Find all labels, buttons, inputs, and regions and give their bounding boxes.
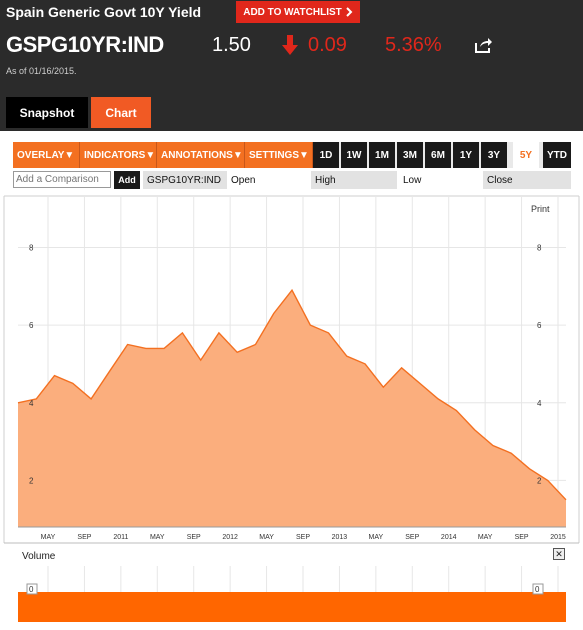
as-of-date: As of 01/16/2015. [6, 66, 77, 76]
x-tick-label: SEP [296, 534, 310, 541]
range-1m[interactable]: 1M [369, 142, 395, 168]
overlay-menu[interactable]: OVERLAY ▼ [13, 142, 80, 168]
range-1d[interactable]: 1D [313, 142, 339, 168]
close-cell: Close [483, 171, 571, 189]
price-change-pct: 5.36% [385, 34, 442, 56]
annotations-menu[interactable]: ANNOTATIONS ▼ [157, 142, 245, 168]
x-tick-label: 2015 [550, 534, 566, 541]
price-value: 1.50 [212, 34, 251, 56]
y-tick-label: 6 [29, 321, 34, 330]
overlay-label: OVERLAY [17, 149, 65, 161]
x-tick-label: 2012 [222, 534, 238, 541]
y-tick-label: 8 [29, 243, 34, 252]
y-tick-label: 8 [537, 243, 542, 252]
add-comparison-button[interactable]: Add [114, 171, 140, 189]
range-1y[interactable]: 1Y [453, 142, 479, 168]
x-tick-label: SEP [187, 534, 201, 541]
chart-toolbar: OVERLAY ▼ INDICATORS ▼ ANNOTATIONS ▼ SETTIN… [13, 142, 571, 168]
x-tick-label: 2013 [332, 534, 348, 541]
y-tick-label: 6 [537, 321, 542, 330]
yield-area [18, 290, 566, 527]
ticker-symbol: GSPG10YR:IND [6, 32, 164, 57]
y-tick-labels-left: 2 4 6 8 [29, 243, 34, 485]
volume-zero-label-right: 0 [535, 585, 540, 594]
x-tick-label: SEP [405, 534, 419, 541]
x-tick-label: MAY [478, 534, 493, 541]
quote-header: Spain Generic Govt 10Y Yield ADD TO WATC… [0, 0, 583, 131]
comparison-input[interactable] [13, 171, 111, 188]
x-tick-label: MAY [41, 534, 56, 541]
range-3y[interactable]: 3Y [481, 142, 507, 168]
tab-snapshot[interactable]: Snapshot [6, 97, 88, 128]
volume-zero-label-left: 0 [29, 585, 34, 594]
y-tick-label: 2 [29, 476, 34, 485]
x-tick-label: MAY [150, 534, 165, 541]
annotations-label: ANNOTATIONS [161, 149, 233, 161]
range-3m[interactable]: 3M [397, 142, 423, 168]
y-tick-label: 4 [537, 399, 542, 408]
y-tick-label: 4 [29, 399, 34, 408]
price-change: 0.09 [308, 34, 347, 56]
range-1w[interactable]: 1W [341, 142, 367, 168]
caret-down-icon: ▼ [232, 149, 243, 161]
volume-bar [18, 592, 566, 622]
symbol-cell: GSPG10YR:IND [143, 171, 227, 189]
page-title: Spain Generic Govt 10Y Yield [6, 4, 202, 20]
add-to-watchlist-button[interactable]: ADD TO WATCHLIST [236, 1, 360, 23]
indicators-menu[interactable]: INDICATORS ▼ [80, 142, 157, 168]
y-tick-label: 2 [537, 476, 542, 485]
volume-zero-marker-right [532, 583, 544, 595]
comparison-row: Add GSPG10YR:IND Open High Low Close [13, 171, 571, 190]
caret-down-icon: ▼ [64, 149, 75, 161]
volume-zero-marker-left [26, 583, 38, 595]
yield-line [17, 288, 567, 501]
range-6m[interactable]: 6M [425, 142, 451, 168]
x-tick-labels: MAY SEP 2011 MAY SEP 2012 MAY SEP 2013 MAY SEP 2014… [41, 534, 566, 541]
x-tick-label: SEP [515, 534, 529, 541]
volume-label: Volume [22, 551, 56, 562]
x-tick-label: SEP [77, 534, 91, 541]
down-arrow-icon [282, 35, 298, 55]
indicators-label: INDICATORS [84, 149, 146, 161]
x-tick-label: MAY [369, 534, 384, 541]
tab-chart[interactable]: Chart [91, 97, 151, 128]
high-cell: High [311, 171, 397, 189]
caret-down-icon: ▼ [299, 149, 309, 161]
x-tick-label: 2014 [441, 534, 457, 541]
print-link[interactable]: Print [531, 204, 550, 214]
share-icon[interactable] [475, 37, 493, 53]
low-cell: Low [403, 174, 422, 186]
chevron-right-icon [346, 7, 353, 17]
settings-label: SETTINGS [249, 149, 300, 161]
x-tick-label: MAY [259, 534, 274, 541]
watchlist-label: ADD TO WATCHLIST [243, 6, 342, 18]
open-cell: Open [231, 174, 256, 186]
range-ytd[interactable]: YTD [543, 142, 571, 168]
x-tick-label: 2011 [113, 534, 128, 541]
close-icon[interactable]: ✕ [553, 548, 565, 560]
price-chart[interactable]: 2 4 6 8 2 4 6 8 MAY SEP 2011 MAY SEP 2012 MAY SEP 2013… [0, 195, 583, 630]
range-5y[interactable]: 5Y [513, 142, 539, 168]
settings-menu[interactable]: SETTINGS ▼ [245, 142, 313, 168]
y-tick-labels-right: 2 4 6 8 [537, 243, 542, 485]
caret-down-icon: ▼ [145, 149, 156, 161]
